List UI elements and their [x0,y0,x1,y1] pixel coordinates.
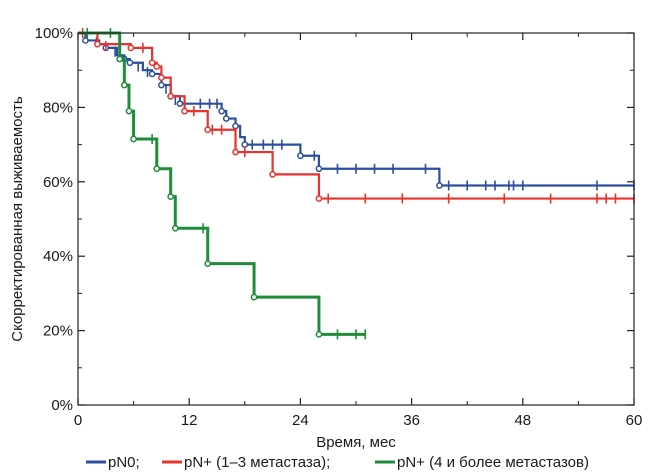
event-marker [167,193,175,201]
event-marker [222,115,230,122]
x-tick-label: 60 [626,412,643,429]
series-2 [78,28,635,204]
series-3 [78,28,367,340]
event-marker [158,74,165,81]
x-tick-label: 0 [74,412,82,429]
y-tick-label: 20% [43,323,73,340]
legend: pN0; pN+ (1–3 метастаза); pN+ (4 и более м… [86,454,589,471]
survival-curve [78,31,634,200]
y-tick-label: 40% [43,248,73,265]
legend-label: pN+ (4 и более метастазов) [397,454,589,471]
series-1 [78,31,635,191]
event-marker [94,40,101,48]
event-marker [120,81,128,89]
event-marker [153,63,161,70]
x-tick-label: 12 [181,412,198,429]
legend-label: pN0; [108,454,140,471]
y-axis-title: Скорректированная выживаемость [9,96,26,342]
event-marker [148,59,156,67]
event-marker [148,70,156,78]
event-marker [167,92,175,100]
axes: 0 12 24 36 48 60 0% 20% 40% 60% 80% 100% [35,25,643,429]
x-tick-label: 36 [403,412,420,429]
event-marker [204,126,212,134]
event-marker [127,44,135,52]
y-tick-label: 0% [51,397,73,414]
event-marker [130,135,137,143]
x-axis-title: Время, мес [316,434,396,451]
event-marker [241,141,249,148]
plot-frame [77,32,635,406]
event-marker [297,152,304,160]
event-marker [153,165,161,173]
event-marker [204,260,212,267]
x-tick-label: 48 [514,412,531,429]
event-marker [232,148,239,156]
event-marker [125,107,133,115]
event-marker [171,224,179,232]
y-tick-label: 60% [43,174,73,191]
event-marker [126,59,134,67]
event-marker [176,100,184,108]
survival-curve [78,31,366,336]
event-marker [436,182,443,189]
x-tick-label: 24 [292,412,309,429]
event-marker [315,165,323,173]
event-marker [82,37,89,44]
legend-label: pN+ (1–3 метастаза); [184,454,330,471]
event-marker [218,107,225,115]
y-tick-label: 80% [43,99,73,116]
plot-area [78,28,635,340]
event-marker [232,122,239,130]
y-tick-label: 100% [35,25,73,42]
event-marker [158,81,165,89]
event-marker [250,293,258,301]
event-marker [315,195,323,202]
event-marker [116,55,124,63]
event-marker [315,330,323,338]
survival-curve [78,31,634,187]
event-marker [269,171,276,178]
event-marker [181,107,188,115]
